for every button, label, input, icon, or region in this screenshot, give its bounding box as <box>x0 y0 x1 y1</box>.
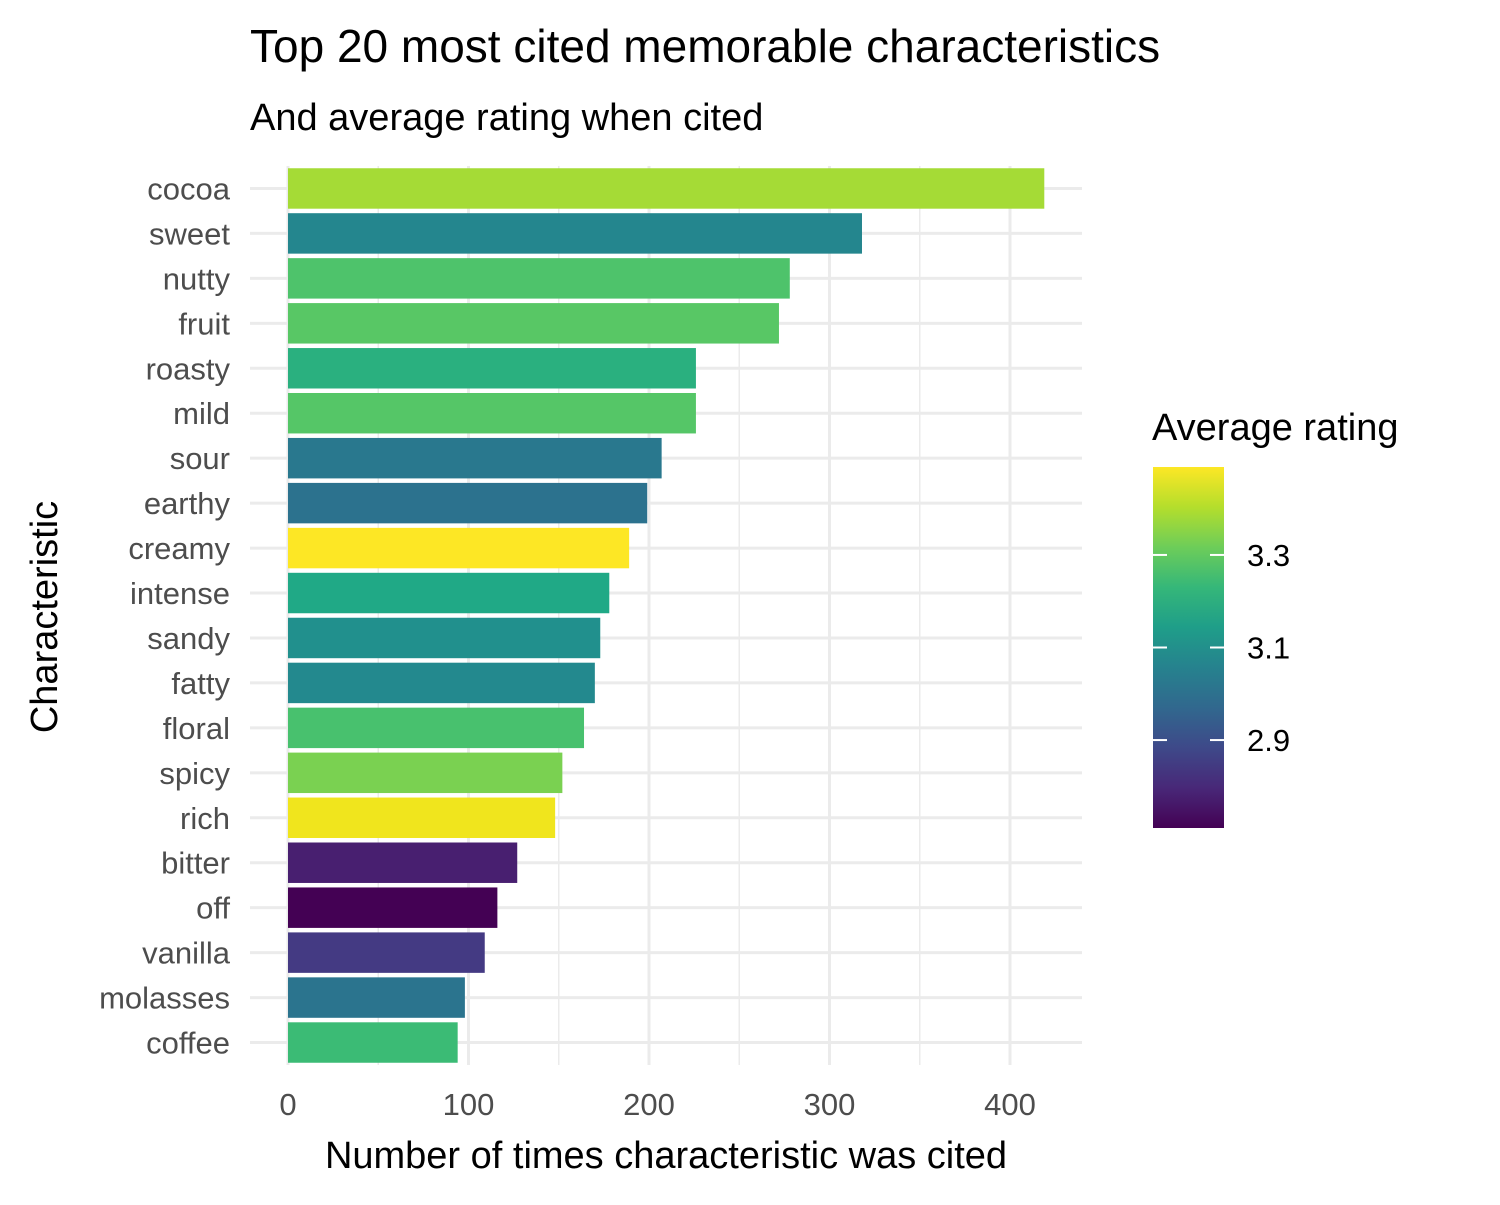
bar-cocoa <box>288 168 1045 209</box>
x-tick-label: 0 <box>279 1087 296 1122</box>
grid-lines <box>250 166 1082 1065</box>
y-tick-label: molasses <box>99 981 230 1016</box>
bar-off <box>288 887 498 928</box>
bar-coffee <box>288 1022 458 1063</box>
y-tick-label: mild <box>173 396 230 431</box>
y-tick-label: rich <box>180 801 230 836</box>
x-tick-label: 200 <box>623 1087 675 1122</box>
bar-mild <box>288 392 696 434</box>
y-tick-label: earthy <box>144 486 231 521</box>
x-axis-label: Number of times characteristic was cited <box>325 1135 1007 1177</box>
x-tick-label: 300 <box>804 1087 856 1122</box>
bar-nutty <box>288 258 790 299</box>
y-tick-label: sandy <box>147 621 230 656</box>
y-tick-label: fruit <box>178 306 230 341</box>
legend-ticks: 2.9 3.1 3.3 <box>1153 538 1290 758</box>
y-tick-label: vanilla <box>142 936 231 971</box>
legend: Average rating 2.9 3.1 3.3 <box>1152 407 1398 828</box>
y-tick-label: creamy <box>128 531 230 566</box>
x-axis-tick-labels: 0 100 200 300 400 <box>279 1087 1035 1122</box>
bar-roasty <box>288 348 696 389</box>
y-axis-label: Characteristic <box>24 501 66 733</box>
bar-sweet <box>288 213 862 254</box>
y-tick-label: cocoa <box>147 171 230 206</box>
y-tick-label: intense <box>130 576 230 611</box>
legend-tick-label: 3.1 <box>1247 631 1290 666</box>
y-tick-label: roasty <box>146 351 231 386</box>
bar-spicy <box>288 752 563 794</box>
bar-earthy <box>288 482 648 524</box>
y-tick-label: coffee <box>146 1026 230 1061</box>
legend-title: Average rating <box>1152 407 1398 449</box>
bar-floral <box>288 707 585 749</box>
y-axis-tick-labels: cocoa sweet nutty fruit roasty mild sour earthy… <box>99 171 231 1060</box>
y-tick-label: sweet <box>149 216 230 251</box>
x-tick-label: 100 <box>443 1087 495 1122</box>
bar-bitter <box>288 842 518 883</box>
y-tick-label: bitter <box>161 846 230 881</box>
legend-tick-label: 3.3 <box>1247 538 1290 573</box>
y-tick-label: sour <box>170 441 230 476</box>
bar-creamy <box>288 527 630 569</box>
y-tick-label: fatty <box>171 666 230 701</box>
y-tick-label: floral <box>163 711 230 746</box>
y-tick-label: off <box>196 891 230 926</box>
bar-rich <box>288 797 556 839</box>
bar-molasses <box>288 977 465 1018</box>
chart-subtitle: And average rating when cited <box>250 97 763 139</box>
chart-title: Top 20 most cited memorable characterist… <box>250 20 1160 72</box>
y-tick-label: nutty <box>163 261 231 296</box>
y-tick-label: spicy <box>159 756 230 791</box>
legend-tick-label: 2.9 <box>1247 723 1290 758</box>
bar-intense <box>288 572 610 614</box>
bar-fatty <box>288 662 595 704</box>
bars <box>288 168 1045 1063</box>
bar-sandy <box>288 617 601 659</box>
bar-sour <box>288 437 662 479</box>
x-tick-label: 400 <box>984 1087 1036 1122</box>
bar-fruit <box>288 303 779 344</box>
bar-vanilla <box>288 932 485 973</box>
